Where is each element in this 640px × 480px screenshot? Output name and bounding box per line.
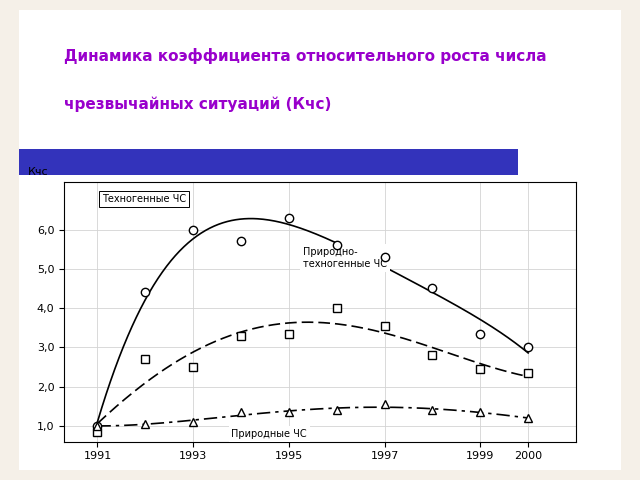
Text: Природно-
техногенные ЧС: Природно- техногенные ЧС xyxy=(303,247,387,269)
Text: Техногенные ЧС: Техногенные ЧС xyxy=(102,194,186,204)
FancyBboxPatch shape xyxy=(19,10,621,470)
Text: Кчс: Кчс xyxy=(28,167,49,177)
Text: чрезвычайных ситуаций (Кчс): чрезвычайных ситуаций (Кчс) xyxy=(64,96,332,111)
FancyBboxPatch shape xyxy=(19,149,518,175)
Text: Динамика коэффициента относительного роста числа: Динамика коэффициента относительного рос… xyxy=(64,48,547,64)
Text: Природные ЧС: Природные ЧС xyxy=(232,429,307,439)
